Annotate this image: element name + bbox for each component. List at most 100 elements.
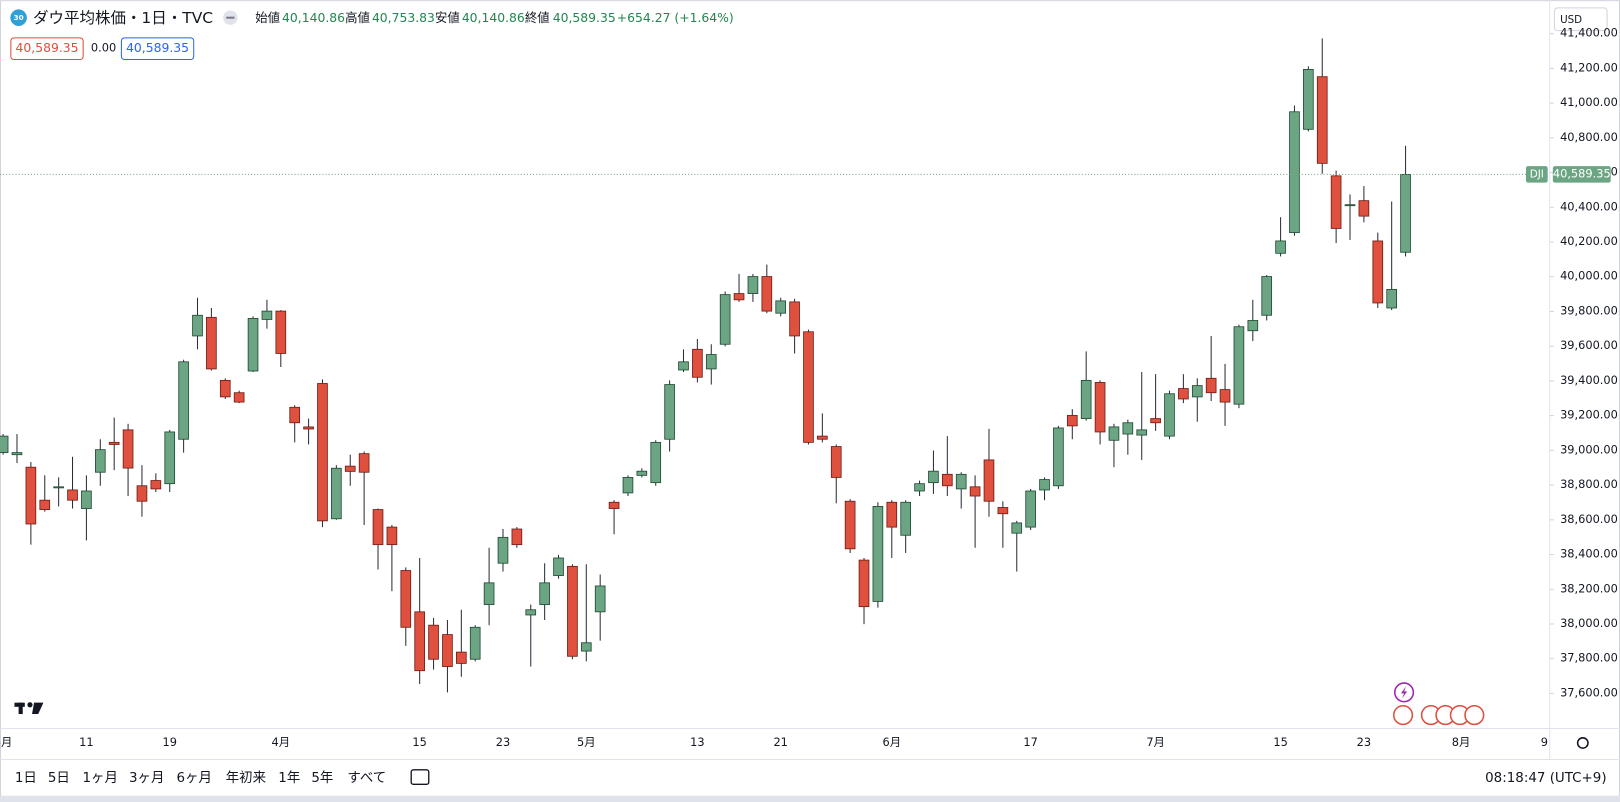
flag-icon[interactable] [1464,705,1485,726]
y-tick-label: 38,400.00 [1560,547,1618,561]
candle-body [122,429,134,469]
candle-body [497,536,509,564]
ohlc-value: 40,140.86 [282,10,345,25]
candle-body [275,310,287,354]
collapse-icon [226,16,235,19]
candle-body [25,466,37,525]
candle-body [94,449,106,473]
range-button[interactable]: 年初来 [226,770,266,786]
currency: USD [1560,14,1582,26]
candle-body [1094,382,1106,433]
candle-body [817,435,828,440]
x-tick-label: 17 [1023,735,1037,749]
candle-body [983,459,995,502]
settings-icon[interactable] [1576,737,1589,749]
y-tick-label: 38,600.00 [1560,512,1618,526]
candle-body [178,361,189,440]
x-tick-label: 5月 [577,735,596,749]
candle-body [1247,320,1259,332]
candle-body [1386,288,1397,309]
bottom-strip [0,795,1620,802]
candle-body [1080,379,1092,419]
ask-box[interactable] [120,37,195,61]
x-tick-label: 4月 [272,735,291,749]
candle-body [830,446,842,478]
candle-body [1039,479,1050,491]
candle-body [886,501,898,528]
candle-body [664,384,675,440]
y-tick-label: 40,000.00 [1560,269,1618,283]
candle-body [1205,377,1217,394]
candle-body [0,435,9,454]
symbol-tag-text: DJI [1530,168,1544,180]
candle-body [1053,427,1064,487]
symbol-tag [1525,166,1548,183]
y-tick-label: 37,600.00 [1560,685,1618,699]
candle-body [761,276,773,312]
plot [0,38,1411,693]
candle-body [955,473,967,490]
x-tick-label: 6月 [882,735,901,749]
y-tick-label: 37,800.00 [1560,651,1618,665]
candle-body [192,314,203,337]
candle-body [1191,385,1203,398]
candle-body [1233,326,1245,405]
ohlc-value: 40,589.35 [553,10,616,25]
y-tick-label: 41,000.00 [1560,95,1618,109]
candle-body [261,310,273,320]
y-tick-label: 38,800.00 [1560,477,1618,491]
flag-icon[interactable] [1392,705,1414,726]
candle-body [289,406,301,424]
candle-body [150,480,162,490]
candle-body [219,379,231,398]
lightning [1400,686,1408,699]
ohlc-label: 安値 [435,10,460,25]
candle-body [456,651,467,664]
candle-body [511,528,523,546]
candle-body [525,609,537,616]
range-button[interactable]: 1年 [278,770,300,786]
candle-body [1261,276,1273,316]
candle-body [678,361,689,371]
x-tick-label: 9 [1541,735,1548,749]
logo-part [18,702,23,715]
candle-body [67,489,78,501]
ohlc-value: 40,753.83 [372,10,435,25]
candle-body [969,486,981,497]
candle-body [11,452,23,456]
range-button[interactable]: 5年 [311,770,333,786]
candle-body [942,473,953,487]
candle-body [1011,522,1023,534]
candle-body [1136,429,1148,436]
candle-body [400,570,412,628]
candle-body [1372,240,1384,304]
x-tick-label: 3月 [0,735,12,749]
candle-body [622,477,634,494]
candle-body [636,470,648,476]
currency-box[interactable] [1553,7,1608,32]
candle-body [81,490,92,509]
candle-body [1164,393,1175,437]
symbol-badge [10,9,27,26]
ask: 40,589.35 [126,40,189,55]
range-button[interactable]: 3ヶ月 [129,771,164,786]
range-button[interactable]: 1日 [15,771,37,786]
candle-body [206,316,217,370]
candle-body [705,354,717,370]
range-button[interactable]: 5日 [48,771,70,786]
date-range-icon[interactable] [410,769,430,785]
y-tick-label: 40,200.00 [1560,234,1618,248]
bid-box[interactable] [10,37,84,61]
x-tick-label: 15 [412,735,426,749]
candle-body [108,441,120,445]
y-tick-label: 38,200.00 [1560,581,1618,595]
range-button[interactable]: 6ヶ月 [177,771,212,786]
candle-body [442,634,453,667]
range-button[interactable]: 1ヶ月 [83,771,118,786]
range-button[interactable]: すべて [347,770,386,786]
x-tick-label: 21 [773,735,787,749]
symbol-title[interactable]: ダウ平均株価・1日・TVC [33,9,213,27]
candle-body [1289,111,1300,234]
price-tag [1552,166,1611,183]
x-tick-label: 15 [1273,735,1287,749]
